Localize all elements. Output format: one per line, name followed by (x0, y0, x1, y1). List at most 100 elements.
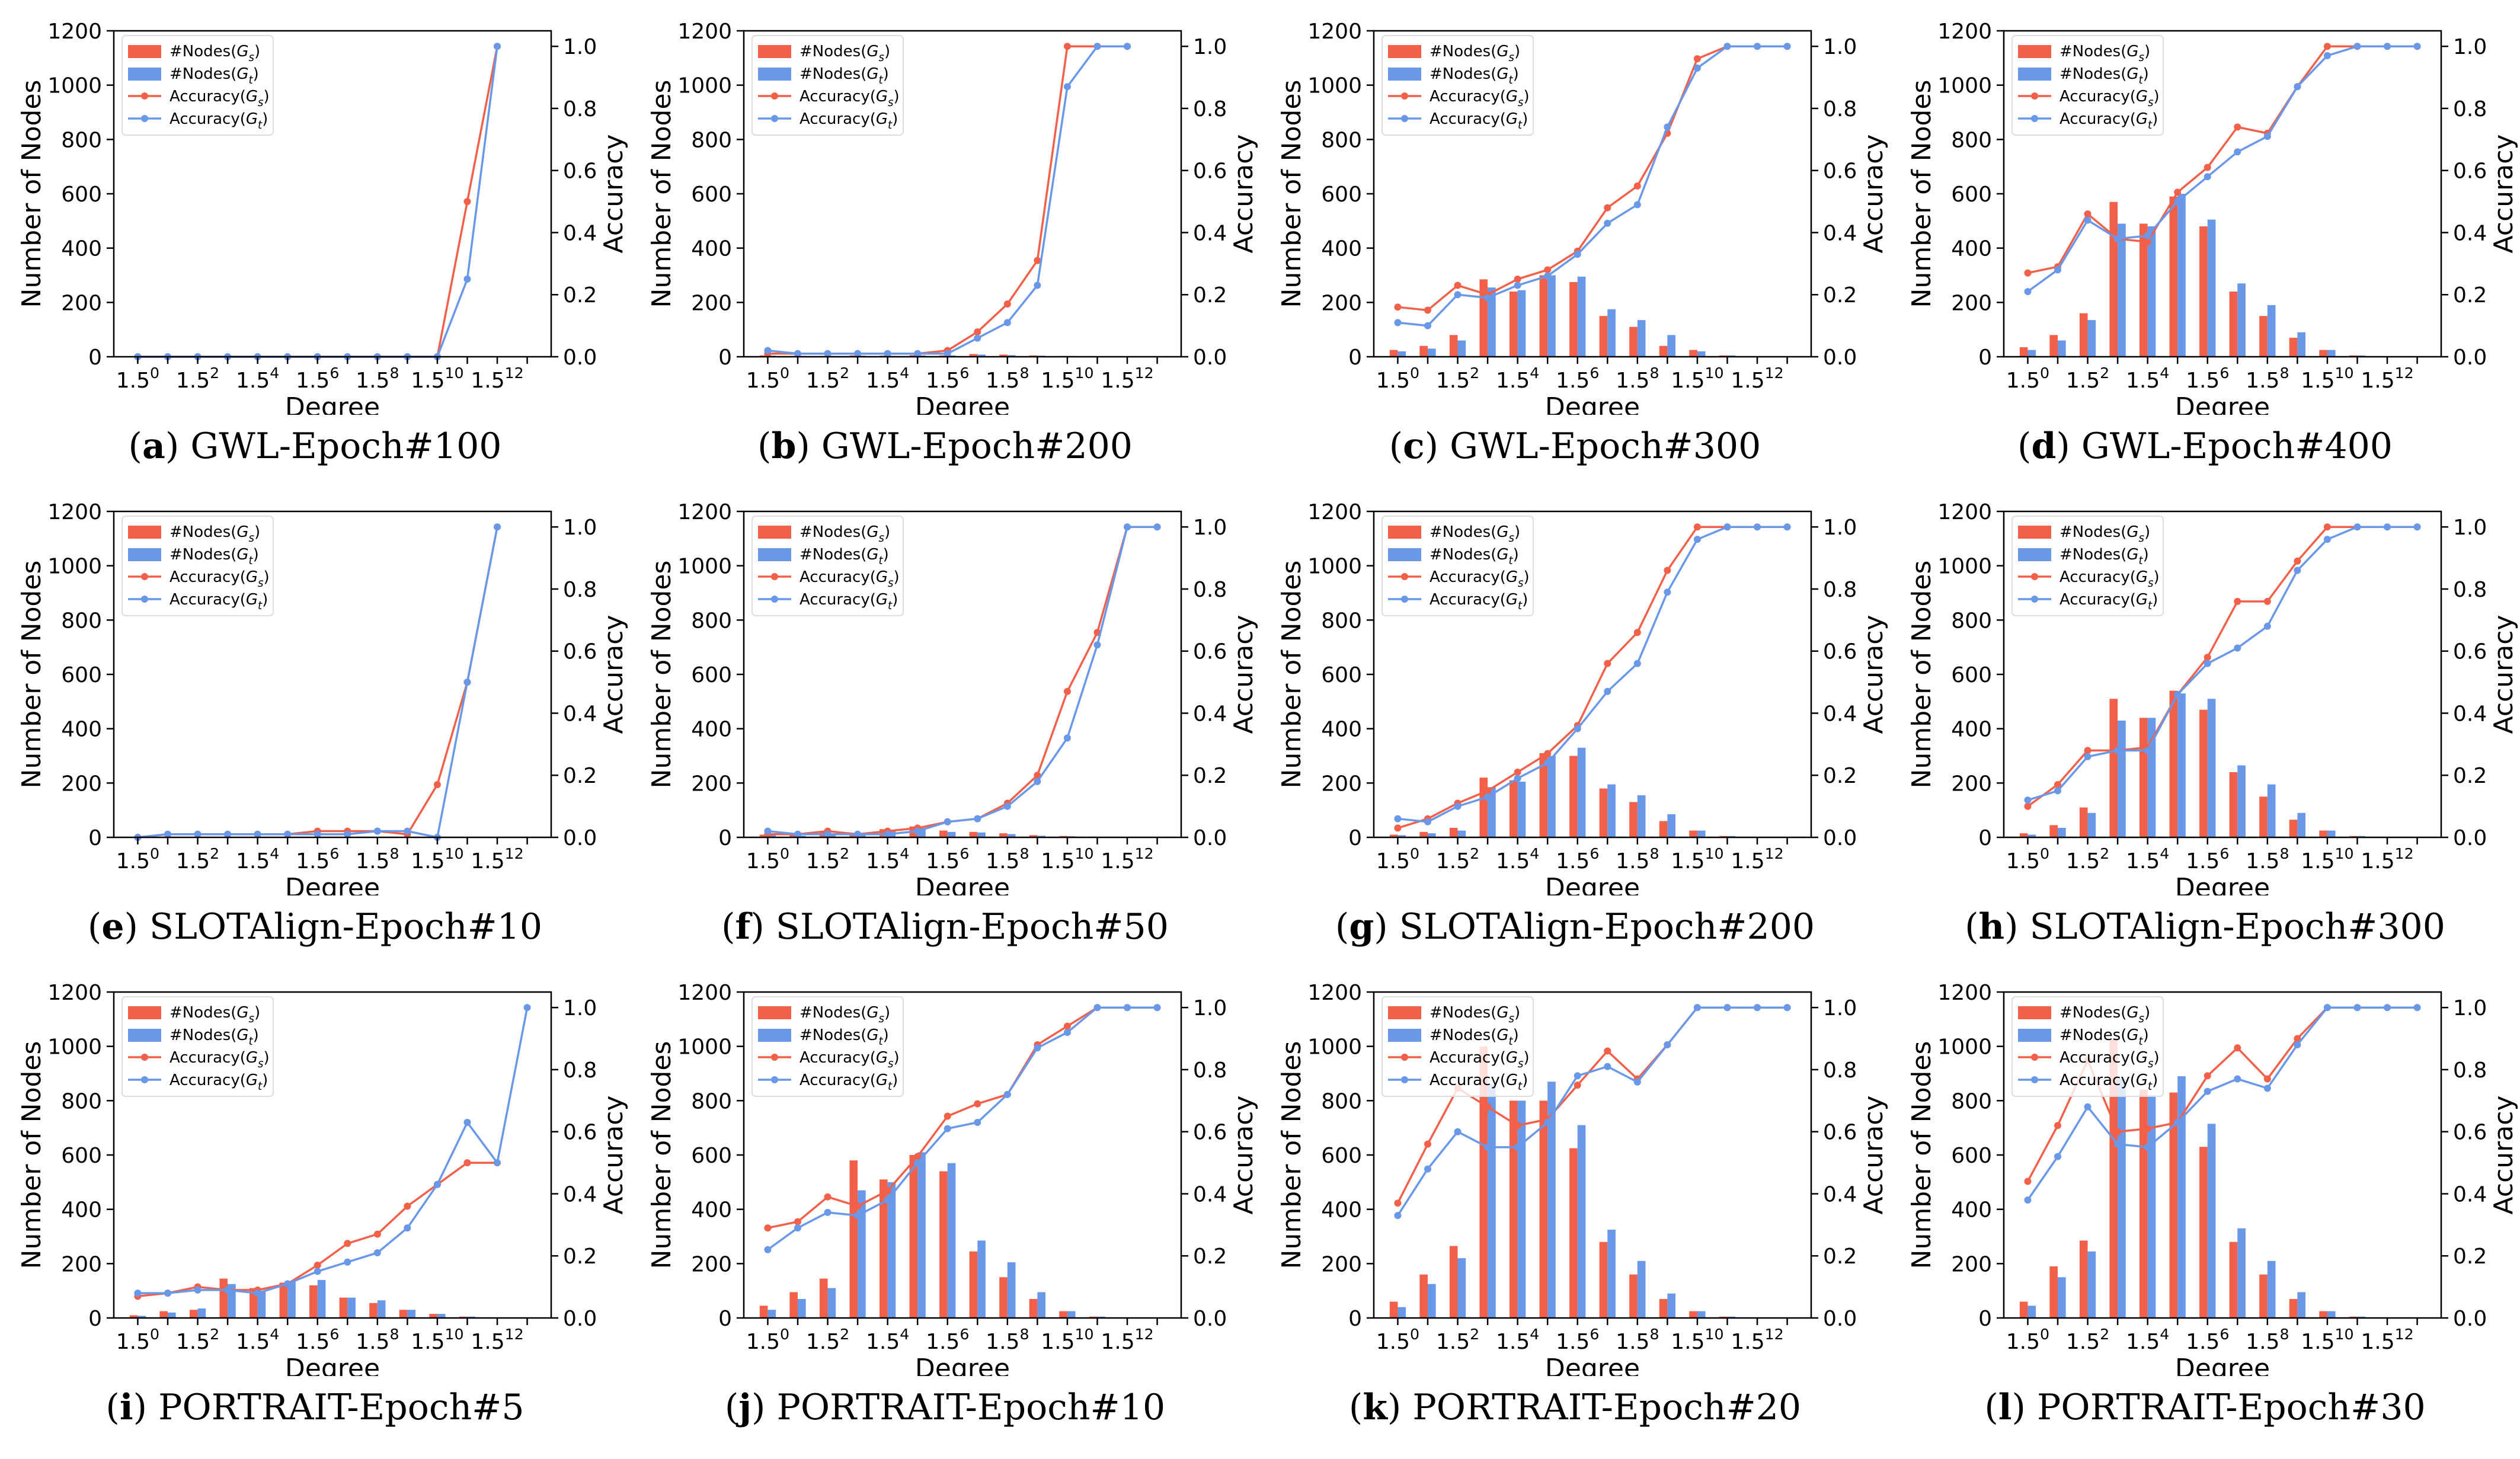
line-accuracy-target-point (164, 830, 171, 838)
legend-label: #Nodes(Gs) (1430, 523, 1520, 545)
legend-box (121, 35, 274, 136)
bar-nodes-source (1509, 1100, 1518, 1318)
line-accuracy-source-point (2144, 1125, 2151, 1132)
y-tick-label: 0 (718, 826, 732, 850)
y2-tick-label: 0.0 (1193, 345, 1227, 370)
line-accuracy-target-point (2353, 523, 2361, 531)
line-accuracy-target-point (314, 830, 321, 838)
line-accuracy-target-point (824, 830, 832, 838)
x-tick-label: 1.52 (2066, 845, 2109, 874)
bar-nodes-target (287, 1281, 296, 1318)
y2-tick-label: 0.6 (563, 640, 597, 664)
x-tick-label: 1.52 (176, 845, 219, 874)
y2-tick-label: 0.4 (1193, 221, 1227, 245)
x-tick-label: 1.58 (1616, 364, 1659, 393)
line-accuracy-source-point (2054, 1122, 2061, 1130)
bar-nodes-source (1629, 802, 1638, 837)
y-tick-label: 1000 (1307, 555, 1362, 579)
bar-nodes-target (377, 1300, 386, 1318)
bar-nodes-source (1539, 753, 1548, 837)
line-accuracy-target-point (1633, 201, 1641, 209)
line-accuracy-target-path (2027, 526, 2417, 801)
line-accuracy-target-point (1063, 1029, 1071, 1036)
x-tick-label: 1.54 (866, 1326, 909, 1354)
legend-label: Accuracy(Gs) (1430, 1049, 1530, 1070)
y-axis-label: Number of Nodes (1277, 1041, 1307, 1269)
y-tick-label: 800 (1321, 1089, 1362, 1114)
y2-tick-label: 0.6 (1823, 159, 1857, 184)
bar-nodes-target (1517, 290, 1526, 357)
chart-panel-a: 0 200 400 600 800 1000 1200 0.0 0.2 0.4 0.6 0.8 1.0 1… (0, 0, 630, 480)
x-axis-label: Degree (2175, 873, 2270, 895)
line-accuracy-source-point (2054, 780, 2061, 788)
bar-nodes-target (1637, 1260, 1646, 1318)
line-accuracy-target-point (433, 1180, 441, 1188)
line-accuracy-target-path (2026, 1006, 2417, 1201)
x-axis-label: Degree (1545, 873, 1640, 895)
bar-nodes-source (2049, 1266, 2058, 1318)
bars (2019, 690, 2426, 837)
legend-label: #Nodes(Gs) (2060, 43, 2150, 64)
chart-panel-e: 0 200 400 600 800 1000 1200 0.0 0.2 0.4 0.6 0.8 1.0 1… (0, 481, 630, 961)
caption-text: ) PORTRAIT-Epoch#5 (133, 1387, 525, 1428)
bar-nodes-source (159, 1311, 168, 1318)
line-accuracy-target-point (2263, 622, 2271, 630)
line-accuracy-target-point (463, 679, 471, 686)
y2-axis-label: Accuracy (2489, 1096, 2519, 1215)
bar-nodes-source (2049, 335, 2058, 357)
line-accuracy-source-point (914, 1153, 922, 1160)
line-accuracy-target-point (494, 1159, 501, 1167)
line-accuracy-target-point (1723, 1004, 1731, 1012)
line-accuracy-target-point (1093, 43, 1101, 50)
line-accuracy-target-point (2413, 523, 2421, 531)
line-accuracy-target-point (2114, 235, 2122, 242)
legend-swatch (128, 1029, 161, 1042)
line-accuracy-target-point (1664, 123, 1671, 131)
line-accuracy-source (134, 1159, 501, 1300)
line-accuracy-source-path (2027, 45, 2417, 274)
bar-nodes-source (879, 1179, 888, 1318)
legend-label: #Nodes(Gs) (170, 43, 260, 64)
y-tick-label: 200 (691, 1252, 732, 1276)
line-accuracy-target-point (764, 1246, 772, 1253)
bar-nodes-target (197, 1308, 206, 1318)
legend-box (2011, 35, 2164, 136)
line-accuracy-target-point (1424, 1165, 1431, 1173)
line-accuracy-target-point (2353, 43, 2361, 50)
caption-letter: a (142, 425, 165, 467)
line-accuracy-target-point (2174, 1119, 2182, 1126)
line-accuracy-target-point (884, 350, 891, 357)
legend-label: Accuracy(Gs) (2060, 568, 2160, 590)
line-accuracy-target-point (1723, 523, 1731, 531)
bar-nodes-source (1689, 830, 1697, 837)
chart-svg: 0 200 400 600 800 1000 1200 0.0 0.2 0.4 0.6 0.8 1.0 1… (17, 981, 629, 1376)
line-accuracy-target-point (2144, 1143, 2151, 1151)
legend: #Nodes(Gs)#Nodes(Gt)Accuracy(Gs)Accuracy… (121, 516, 274, 616)
x-tick-label: 1.56 (1556, 364, 1599, 393)
x-tick-label: 1.50 (1376, 364, 1419, 393)
bar-nodes-target (2177, 194, 2186, 357)
y2-tick-label: 0.8 (2453, 97, 2487, 121)
legend-label: #Nodes(Gt) (1430, 1026, 1519, 1048)
line-accuracy-target (134, 1004, 531, 1297)
line-accuracy-target-point (2294, 1041, 2301, 1049)
y-axis-label: Number of Nodes (1907, 561, 1937, 789)
x-tick-label: 1.50 (1376, 1326, 1419, 1354)
chart-svg: 0 200 400 600 800 1000 1200 0.0 0.2 0.4 0.6 0.8 1.0 1… (1907, 20, 2519, 415)
y2-tick-label: 0.0 (2453, 345, 2487, 370)
line-accuracy-target-point (2024, 1196, 2032, 1204)
y-tick-label: 800 (61, 128, 102, 152)
y-tick-label: 400 (1951, 237, 1992, 261)
y-tick-label: 400 (1951, 718, 1992, 742)
y2-tick-label: 0.2 (563, 283, 597, 308)
x-tick-label: 1.58 (356, 364, 399, 393)
bar-nodes-target (858, 834, 866, 837)
line-accuracy-target-point (2294, 567, 2301, 574)
x-tick-label: 1.58 (2246, 845, 2289, 874)
bar-nodes-source (2199, 226, 2208, 357)
chart-svg: 0 200 400 600 800 1000 1200 0.0 0.2 0.4 0.6 0.8 1.0 1… (17, 20, 629, 415)
bar-nodes-source (2139, 1090, 2148, 1318)
y2-tick-label: 0.8 (1193, 578, 1227, 602)
chart-svg: 0 200 400 600 800 1000 1200 0.0 0.2 0.4 0.6 0.8 1.0 1… (647, 981, 1259, 1376)
legend-swatch (1388, 45, 1421, 58)
